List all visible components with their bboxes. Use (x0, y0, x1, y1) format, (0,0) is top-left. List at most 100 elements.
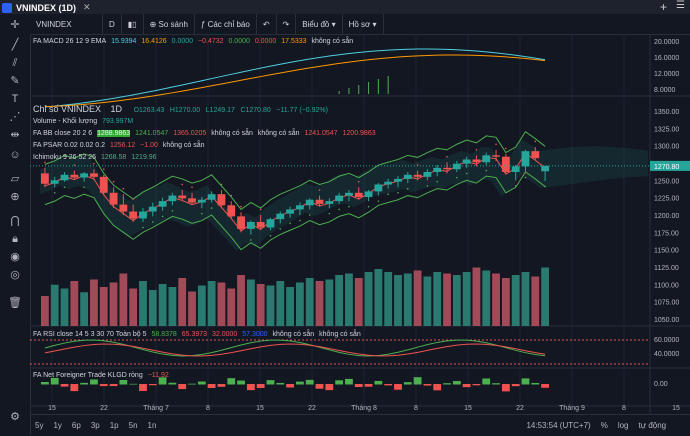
volume-bar (511, 275, 520, 326)
log-toggle[interactable]: log (617, 421, 629, 430)
volume-bar (70, 281, 79, 326)
time-tick-label: 22 (100, 405, 108, 412)
magnet-icon[interactable]: ⋂ (10, 215, 20, 227)
foreign-tick-label: 0.00 (654, 381, 668, 388)
volume-bar (168, 287, 177, 326)
lock-icon[interactable]: 🔒︎ (12, 233, 18, 245)
eye-icon[interactable]: ◎ (10, 269, 20, 281)
volume-value: 793.997M (102, 118, 134, 125)
psar-dot (544, 185, 546, 188)
auto-toggle[interactable]: tự động (638, 421, 667, 430)
chart-area[interactable]: 1350.001325.001300.001275.001250.001225.… (30, 34, 690, 414)
range-5d[interactable]: 5n (128, 421, 138, 430)
percent-toggle[interactable]: % (600, 421, 608, 430)
foreign-trade-bar (168, 382, 177, 385)
candle-body (501, 156, 510, 172)
volume-bar (286, 287, 294, 326)
candle-body (354, 192, 363, 197)
candle-body (158, 201, 167, 207)
foreign-trade-bar (501, 384, 510, 392)
range-5y[interactable]: 5y (35, 421, 44, 430)
candle-body (207, 194, 216, 200)
candle-body (472, 159, 481, 163)
psar-dot (524, 176, 527, 179)
range-1y[interactable]: 1y (53, 421, 62, 430)
foreign-trade-bar (256, 384, 265, 388)
candle-body (237, 216, 245, 229)
foreign-trade-bar (521, 378, 530, 385)
range-1m[interactable]: 1p (109, 421, 119, 430)
psar-dot (357, 180, 360, 183)
chart-type-button[interactable]: Biểu đồ ▾ (296, 14, 343, 34)
menu-icon[interactable]: ☰ (676, 0, 685, 11)
last-price-tag (650, 160, 690, 171)
symbol-search[interactable]: VNINDEX (30, 14, 103, 34)
trash-icon[interactable]: 🗑︎ (8, 297, 22, 309)
drawing-toolbar: ✛ ╱ ⫽ ✎ T ⋰ ⇹ ☺ ▱ ⊕ ⋂ 🔒︎ ◉ ◎ 🗑︎ ⚙ (0, 14, 31, 435)
macd-v3: 0.0000 (171, 38, 194, 45)
macd-na: không có sẵn (311, 38, 354, 45)
range-3m[interactable]: 3p (90, 421, 100, 430)
interval-button[interactable]: D (103, 14, 122, 34)
indicators-button[interactable]: ƒ Các chỉ báo (195, 14, 257, 34)
foreign-trade-bar (80, 382, 89, 385)
text-icon[interactable]: T (11, 93, 19, 105)
chart-style-icon[interactable]: ▮▯ (122, 14, 144, 34)
psar-dot (505, 147, 507, 150)
candle-body (90, 173, 98, 177)
profile-button[interactable]: Hồ sơ ▾ (343, 14, 384, 34)
rsi-na: không có sẵn (272, 331, 315, 338)
rsi-v1: 58.8378 (151, 331, 177, 338)
close-tab-icon[interactable]: ✕ (83, 2, 91, 12)
candle-body (70, 174, 79, 178)
clock: 14:53:54 (UTC+7) (526, 421, 591, 430)
crosshair-icon[interactable]: ✛ (10, 19, 20, 31)
indicators-label: Các chỉ báo (207, 19, 250, 29)
foreign-trade-bar (41, 382, 49, 385)
bb-label: FA BB close 20 2 6 (33, 130, 93, 137)
range-1d[interactable]: 1n (147, 421, 157, 430)
macd-v4: −0.4732 (198, 38, 224, 45)
foreign-trade-bar (541, 384, 549, 388)
foreign-trade-bar (158, 377, 167, 385)
psar-dot (397, 192, 399, 194)
volume-bar (482, 270, 491, 326)
redo-icon[interactable]: ↷ (277, 14, 297, 34)
candle-body (394, 178, 402, 182)
volume-bar (139, 281, 147, 326)
candle-body (345, 192, 353, 196)
candle-body (482, 155, 491, 163)
candle-body (384, 181, 393, 185)
brush-icon[interactable]: ✎ (10, 75, 20, 87)
foreign-trade-bar (266, 380, 275, 385)
compare-button[interactable]: ⊕ So sánh (144, 14, 195, 34)
zoom-icon[interactable]: ⊕ (10, 191, 20, 203)
chart-tab[interactable]: VNINDEX (1D) ✕ (2, 1, 91, 14)
undo-icon[interactable]: ↶ (257, 14, 277, 34)
volume-bar (305, 278, 314, 326)
psar-dot (210, 207, 213, 209)
time-tick-label: 15 (48, 405, 56, 412)
foreign-label: FA Net Foreigner Trade KLGD ròng (33, 372, 143, 379)
hide-icon[interactable]: ◉ (10, 251, 20, 263)
chart-svg[interactable]: 1350.001325.001300.001275.001250.001225.… (30, 34, 690, 414)
foreign-trade-bar (335, 380, 344, 385)
volume-bar (50, 284, 59, 326)
settings-icon[interactable]: ⚙ (10, 411, 20, 423)
price-tick-label: 1150.00 (654, 248, 679, 255)
emoji-icon[interactable]: ☺ (9, 149, 21, 161)
foreign-trade-bar (119, 379, 128, 385)
candle-body (119, 204, 128, 212)
candle-body (217, 194, 226, 206)
ruler-icon[interactable]: ▱ (10, 173, 20, 185)
add-tab-icon[interactable]: + (660, 0, 668, 14)
bottom-toolbar: 5y 1y 6p 3p 1p 5n 1n 14:53:54 (UTC+7) % … (30, 414, 690, 436)
volume-bar (472, 267, 481, 326)
psar-dot (132, 198, 134, 200)
range-6m[interactable]: 6p (71, 421, 81, 430)
measure-icon[interactable]: ⇹ (10, 129, 20, 141)
trendline-icon[interactable]: ╱ (11, 39, 19, 51)
candle-body (197, 199, 206, 203)
pattern-icon[interactable]: ⋰ (9, 111, 21, 123)
channel-icon[interactable]: ⫽ (12, 57, 18, 69)
